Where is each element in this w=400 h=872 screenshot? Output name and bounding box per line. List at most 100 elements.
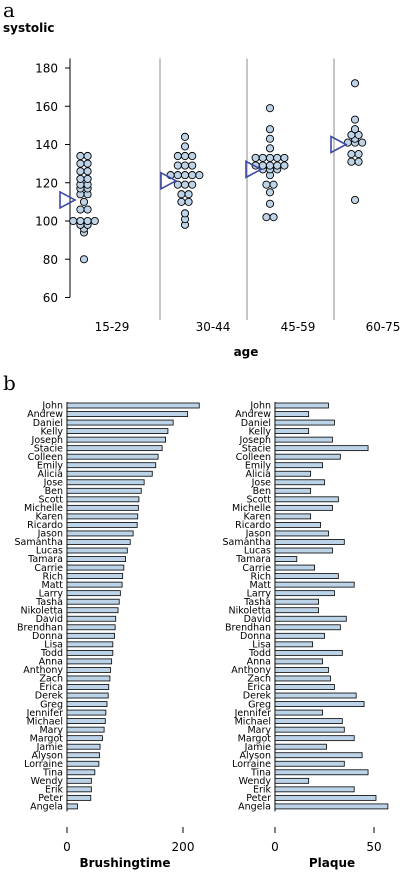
category-label: Anna (39, 657, 63, 668)
x-axis-title: age (234, 345, 259, 359)
group-mean-marker (330, 135, 348, 154)
data-point (262, 180, 271, 189)
data-point (177, 190, 186, 199)
bar (274, 564, 315, 571)
bar (66, 530, 134, 537)
category-label: Brendhan (17, 622, 63, 633)
data-point (180, 180, 190, 189)
bar (274, 743, 327, 750)
category-label: Jose (43, 477, 64, 488)
category-label: Scott (246, 495, 271, 506)
group-mean-marker (59, 190, 77, 210)
data-point (180, 151, 190, 161)
bar (66, 743, 101, 750)
bar (66, 590, 121, 597)
bar (66, 718, 106, 725)
category-label: David (244, 614, 271, 625)
bar (66, 556, 126, 562)
bar (274, 522, 321, 528)
data-point (83, 174, 92, 183)
category-label: Kelly (40, 426, 63, 437)
data-point (269, 213, 278, 222)
category-label: Jennifer (26, 708, 64, 719)
category-label: Anthony (231, 665, 271, 676)
category-label: Larry (247, 588, 272, 599)
y-tick-label: 80 (43, 253, 58, 267)
bar (274, 692, 357, 699)
bar (66, 769, 96, 776)
category-label: Tina (250, 767, 271, 778)
x-tick-label: 0 (271, 840, 279, 854)
data-point (184, 197, 193, 206)
bar (274, 436, 333, 443)
category-label: Scott (38, 495, 63, 506)
data-point (188, 180, 197, 189)
bar (274, 504, 333, 511)
data-point (83, 159, 92, 168)
category-label: Emily (37, 460, 64, 471)
category-label: Lucas (244, 546, 271, 557)
bar (66, 777, 92, 784)
category-label: Lisa (44, 640, 63, 651)
category-label: David (36, 614, 63, 625)
bar (274, 803, 389, 810)
category-label: Ben (253, 486, 271, 497)
bar (274, 769, 369, 776)
category-label: Alicia (246, 469, 271, 480)
category-label: Matt (250, 580, 272, 591)
bar (274, 615, 347, 622)
bar (66, 402, 200, 409)
data-point (188, 151, 197, 161)
category-label: Stacie (34, 443, 63, 454)
category-label: Peter (38, 793, 63, 804)
y-tick-label: 160 (35, 100, 58, 114)
category-label: Joseph (31, 435, 63, 446)
bar (274, 598, 319, 605)
bar (274, 581, 355, 588)
data-point (354, 157, 363, 166)
category-label: Todd (248, 648, 271, 659)
category-label: Kelly (248, 426, 271, 437)
category-label: Jennifer (234, 708, 272, 719)
bar (66, 487, 142, 494)
data-point (347, 157, 356, 166)
bar (274, 667, 329, 673)
data-point (265, 161, 275, 170)
y-tick-label: 180 (35, 62, 58, 76)
data-point (79, 255, 89, 264)
category-label: Michael (27, 716, 63, 727)
x-tick-label: 200 (172, 840, 195, 854)
category-label: Todd (40, 648, 63, 659)
category-label: Colleen (236, 452, 271, 463)
bar (66, 667, 111, 673)
x-tick-label: 50 (366, 840, 381, 854)
category-label: Alyson (239, 750, 271, 761)
data-point (269, 180, 278, 189)
bar (66, 786, 92, 793)
panel-a-letter: a (3, 0, 15, 22)
bar (274, 411, 310, 417)
bar (274, 726, 345, 733)
category-label: Carrie (242, 563, 271, 574)
bar (274, 607, 319, 614)
category-label: Alicia (38, 469, 63, 480)
bar (274, 573, 339, 579)
bar (274, 479, 325, 486)
data-point (265, 153, 275, 162)
bar (274, 786, 355, 793)
category-label: Andrew (235, 409, 271, 420)
category-label: Erica (247, 682, 271, 693)
data-point (265, 104, 275, 113)
bar (66, 504, 139, 511)
category-label: Tasha (243, 597, 271, 608)
bar (274, 556, 298, 562)
bar (274, 445, 369, 452)
bar (274, 402, 329, 409)
category-label: Daniel (33, 418, 63, 429)
data-point (258, 153, 267, 162)
bar (274, 453, 341, 460)
category-label: Mary (39, 725, 63, 736)
category-label: Peter (246, 793, 271, 804)
data-point (188, 161, 197, 170)
